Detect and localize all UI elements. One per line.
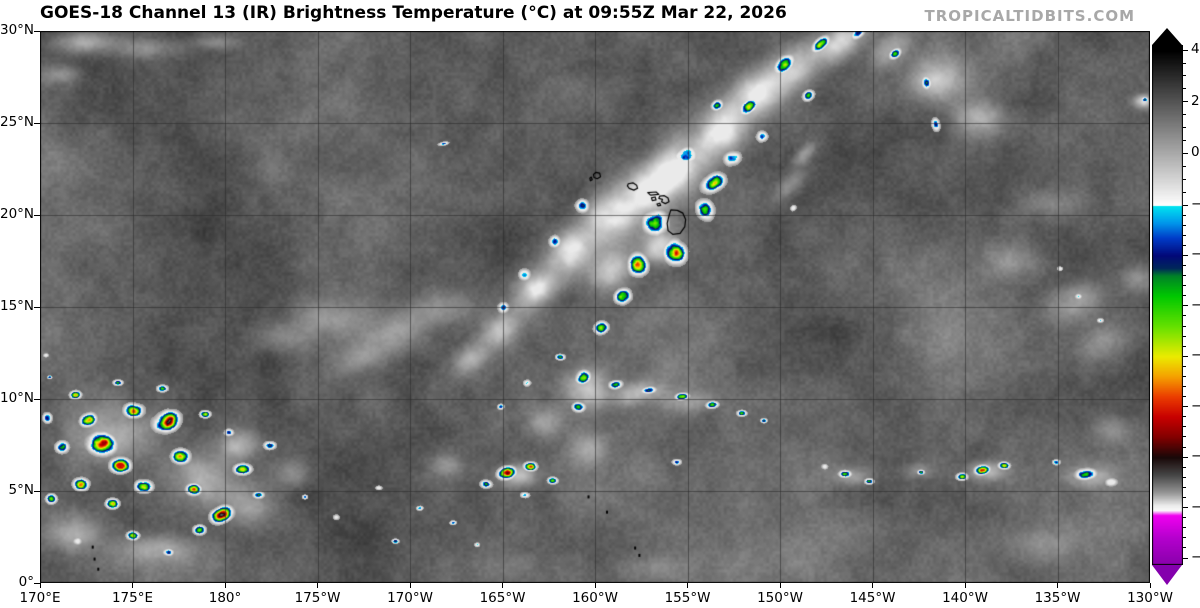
colorbar-tick-label: −70 [1191,448,1200,465]
colorbar-major-tick [1183,305,1188,307]
colorbar-major-tick [1183,101,1188,103]
colorbar-minor-tick [1183,335,1186,337]
x-axis-tick [132,583,133,588]
x-axis-tick [594,583,596,588]
colorbar-major-tick [1183,557,1188,559]
x-tick-label: 155°W [664,590,711,606]
x-tick-label: 150°W [757,590,803,606]
colorbar-minor-tick [1183,436,1186,438]
colorbar-minor-tick [1183,285,1186,287]
colorbar-minor-tick [1183,345,1186,347]
x-axis-tick [409,583,411,588]
colorbar-minor-tick [1183,275,1186,277]
colorbar-tick-label: 0 [1191,144,1200,161]
colorbar-minor-tick [1183,476,1186,478]
x-axis-tick [779,583,781,588]
x-tick-label: 170°E [19,590,61,606]
colorbar-minor-tick [1183,527,1186,529]
x-tick-label: 170°W [387,590,433,606]
colorbar-tick-label: −90 [1191,549,1200,565]
colorbar-major-tick [1183,355,1188,357]
colorbar-minor-tick [1183,265,1186,267]
x-tick-label: 135°W [1034,590,1081,606]
colorbar-minor-tick [1183,234,1186,236]
colorbar-minor-tick [1183,178,1186,180]
colorbar-minor-tick [1183,547,1186,549]
colorbar-major-tick [1183,204,1188,206]
colorbar-minor-tick [1183,537,1186,539]
colorbar-major-tick [1183,254,1188,256]
colorbar-minor-tick [1183,486,1186,488]
y-tick-label: 20°N [0,206,35,222]
colorbar-tick-label: −80 [1191,498,1200,515]
colorbar-minor-tick [1183,375,1186,377]
colorbar-minor-tick [1183,416,1186,418]
colorbar-tick-label: −20 [1191,196,1200,213]
colorbar-minor-tick [1183,446,1186,448]
x-tick-label: 175°E [111,590,154,606]
page-title: GOES-18 Channel 13 (IR) Brightness Tempe… [40,3,787,23]
colorbar-minor-tick [1183,62,1186,64]
colorbar-minor-tick [1183,295,1186,297]
x-axis-tick [872,583,873,588]
y-tick-label: 15°N [0,298,35,314]
x-tick-label: 160°W [572,590,618,606]
x-tick-label: 140°W [942,590,988,606]
colorbar-minor-tick [1183,396,1186,398]
x-axis-tick [1057,583,1058,588]
colorbar-tick-label: 40 [1191,41,1200,58]
colorbar-tick-label: −50 [1191,347,1200,364]
colorbar-minor-tick [1183,114,1186,116]
x-axis-tick [687,583,688,588]
colorbar-minor-tick [1183,426,1186,428]
colorbar-minor-tick [1183,214,1186,216]
y-tick-label: 10°N [0,390,35,406]
colorbar-arrow-down-icon [1152,565,1182,585]
x-axis-tick [224,583,226,588]
colorbar-minor-tick [1183,496,1186,498]
colorbar-minor-tick [1183,139,1186,141]
x-axis-tick [964,583,966,588]
colorbar-minor-tick [1183,365,1186,367]
colorbar-minor-tick [1183,191,1186,193]
y-tick-label: 0° [18,574,34,590]
colorbar-minor-tick [1183,224,1186,226]
y-tick-label: 5°N [8,482,34,498]
colorbar-tick-label: −40 [1191,296,1200,313]
satellite-ir-map [40,31,1150,583]
colorbar [1152,45,1183,565]
colorbar-minor-tick [1183,517,1186,519]
colorbar-major-tick [1183,456,1188,458]
x-tick-label: 175°W [294,590,341,606]
x-tick-label: 145°W [849,590,896,606]
x-tick-label: 180° [208,590,242,606]
colorbar-tick-label: −30 [1191,246,1200,263]
colorbar-minor-tick [1183,75,1186,77]
colorbar-minor-tick [1183,315,1186,317]
colorbar-major-tick [1183,152,1188,154]
x-tick-label: 130°W [1127,590,1173,606]
colorbar-minor-tick [1183,127,1186,129]
colorbar-minor-tick [1183,466,1186,468]
colorbar-tick-label: 20 [1191,92,1200,109]
x-axis-tick [502,583,503,588]
watermark-tropicaltidbits: TROPICALTIDBITS.COM [924,7,1135,25]
colorbar-major-tick [1183,507,1188,509]
x-axis-tick [39,583,41,588]
colorbar-minor-tick [1183,88,1186,90]
colorbar-minor-tick [1183,165,1186,167]
x-tick-label: 165°W [479,590,526,606]
colorbar-minor-tick [1183,386,1186,388]
colorbar-arrow-up-icon [1152,28,1182,45]
colorbar-minor-tick [1183,244,1186,246]
colorbar-major-tick [1183,49,1188,51]
x-axis-tick [1149,583,1151,588]
colorbar-tick-label: −60 [1191,397,1200,414]
y-tick-label: 25°N [0,114,35,130]
x-axis-tick [317,583,318,588]
colorbar-major-tick [1183,406,1188,408]
colorbar-minor-tick [1183,325,1186,327]
